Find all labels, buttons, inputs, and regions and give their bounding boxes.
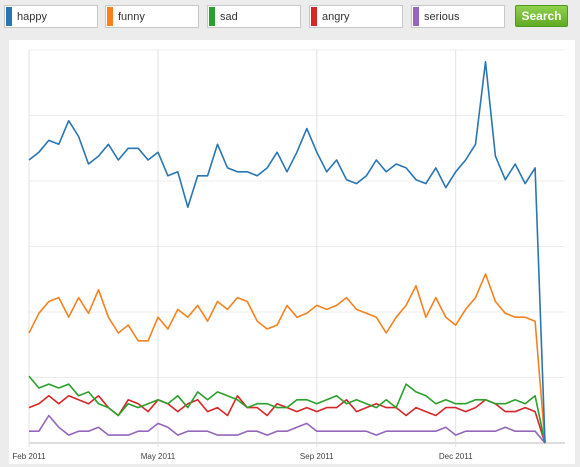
series-line-happy	[28, 60, 546, 444]
series-line-funny	[28, 273, 546, 444]
x-tick-label: May 2011	[141, 452, 176, 461]
x-tick-label: Dec 2011	[439, 452, 473, 461]
term-field-2[interactable]	[105, 5, 199, 28]
term-input-funny[interactable]	[118, 8, 192, 25]
line-chart: Feb 2011 May 2011 Sep 2011 Dec 2011	[12, 49, 565, 461]
chart-panel: Feb 2011 May 2011 Sep 2011 Dec 2011	[9, 40, 575, 464]
series-line-sad	[28, 375, 546, 444]
term-field-1[interactable]	[4, 5, 98, 28]
search-button[interactable]: Search	[515, 5, 568, 27]
term-color-swatch	[413, 7, 419, 26]
term-field-3[interactable]	[207, 5, 301, 28]
term-field-5[interactable]	[411, 5, 505, 28]
series-line-serious	[29, 414, 546, 444]
term-color-swatch	[311, 7, 317, 26]
term-input-serious[interactable]	[424, 8, 498, 25]
search-bar: Search	[0, 0, 580, 34]
term-input-happy[interactable]	[17, 8, 91, 25]
term-field-4[interactable]	[309, 5, 403, 28]
term-input-angry[interactable]	[322, 8, 396, 25]
x-tick-label: Sep 2011	[300, 452, 334, 461]
term-color-swatch	[107, 7, 113, 26]
x-tick-label: Feb 2011	[12, 452, 46, 461]
term-input-sad[interactable]	[220, 8, 294, 25]
term-color-swatch	[209, 7, 215, 26]
term-color-swatch	[6, 7, 12, 26]
